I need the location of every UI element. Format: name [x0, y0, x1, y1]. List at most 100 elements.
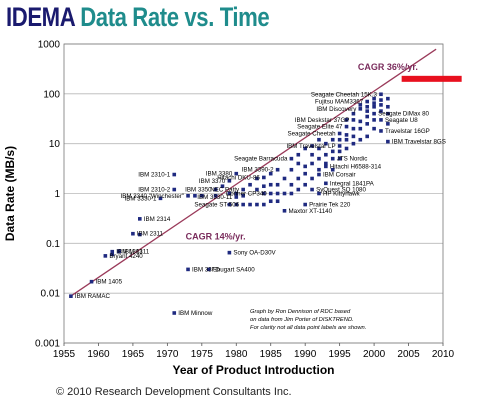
point-label: Seagate Cheetah [287, 130, 336, 137]
data-point [200, 193, 204, 198]
point-label: NEC Patty [210, 187, 240, 194]
data-point [330, 149, 335, 154]
x-tick-label: 2005 [397, 349, 420, 360]
cagr-annotation: CAGR 36%/yr. [358, 62, 418, 72]
point-label: Seagate ST-506 [194, 202, 239, 209]
point-label: IBM 1311 [123, 249, 150, 256]
point-label: Conner CP340 [226, 191, 267, 198]
data-point [227, 202, 232, 207]
x-tick-label: 1975 [191, 349, 214, 360]
point-label: IBM Discovery [316, 106, 357, 113]
data-point [317, 146, 321, 151]
data-point [372, 111, 376, 116]
data-point [365, 104, 369, 109]
data-point [386, 104, 390, 109]
point-label: Hitachi H6588-314 [330, 163, 382, 170]
point-label: JTS Nordic [337, 156, 368, 163]
data-point [296, 176, 301, 181]
data-point [172, 311, 177, 315]
point-label: Shugart SA400 [213, 266, 256, 273]
data-point [248, 202, 252, 207]
point-label: Fujitsu MAM3367 [315, 99, 364, 106]
data-point [268, 199, 273, 204]
data-point [317, 167, 321, 172]
data-point [337, 144, 342, 148]
data-point [358, 107, 363, 111]
data-point [234, 191, 239, 196]
point-label: IBM 2311 [137, 231, 164, 238]
data-point [379, 92, 383, 97]
data-point [358, 103, 363, 107]
point-label: Seagate U8 [385, 117, 418, 124]
data-point [310, 187, 314, 192]
data-point [303, 171, 307, 176]
data-point [324, 164, 328, 169]
data-point [89, 279, 94, 284]
data-point [255, 176, 259, 181]
data-point [344, 137, 349, 142]
data-point [117, 249, 121, 254]
data-point [337, 156, 342, 161]
point-label: Integral 1841PA [330, 180, 375, 187]
data-point [220, 184, 225, 189]
page-title: IDEMA Data Rate vs. Time [6, 2, 270, 33]
data-point [365, 114, 369, 119]
point-label: Seagate DiMax 80 [378, 111, 429, 118]
x-tick-label: 1955 [53, 349, 76, 360]
data-point [330, 156, 335, 161]
data-point [262, 191, 266, 196]
plot-frame [63, 43, 444, 344]
data-point [213, 193, 218, 198]
data-point [275, 199, 280, 204]
data-point [289, 182, 294, 187]
x-tick-label: 1960 [87, 349, 110, 360]
data-point [310, 161, 314, 166]
data-point [303, 182, 307, 187]
x-tick-labels: 1955 1960 1965 1970 1975 1980 1985 1990 1995 2000… [53, 343, 455, 360]
data-point [275, 167, 280, 172]
data-point [268, 182, 273, 187]
data-point [275, 182, 280, 187]
data-point [186, 193, 190, 198]
data-point [386, 122, 390, 126]
data-point [255, 187, 259, 192]
data-point [241, 187, 245, 192]
data-point [103, 254, 108, 258]
cagr-annotation: CAGR 14%/yr. [186, 231, 246, 241]
data-point [282, 191, 287, 196]
data-point [296, 152, 301, 157]
point-label: IBM 2314 [144, 216, 171, 223]
data-point [344, 124, 349, 129]
data-point [296, 161, 301, 166]
data-point [379, 98, 383, 102]
data-point [213, 187, 218, 192]
data-point [262, 175, 266, 180]
point-label: IBM 3330-1 [124, 195, 157, 202]
point-label: IBM 3380 [206, 171, 233, 178]
data-point [372, 104, 376, 109]
data-point [351, 118, 356, 122]
data-point [365, 99, 369, 104]
data-point [289, 191, 294, 196]
axes [63, 43, 444, 344]
note-line: on data from Jim Porter of DISKTREND. [250, 317, 354, 323]
data-point [262, 202, 266, 207]
point-label: IBM 3370 [199, 178, 226, 185]
highlight-marker [401, 75, 462, 82]
point-label: IBM 3330-11 [197, 194, 233, 201]
y-axis-label: Data Rate (MB/s) [3, 146, 17, 241]
data-point [248, 182, 252, 187]
data-point [234, 171, 239, 176]
data-point [330, 137, 335, 142]
y-tick-label: 100 [43, 89, 60, 100]
data-point [310, 144, 314, 148]
note-line: For clarity not all data point labels ar… [250, 325, 366, 331]
data-point [317, 172, 321, 177]
data-point [386, 111, 390, 116]
point-label: Hitachi DKU-86 [217, 174, 260, 181]
data-point [255, 202, 259, 207]
y-tick-label: 0.1 [46, 239, 60, 250]
data-point [110, 249, 115, 254]
